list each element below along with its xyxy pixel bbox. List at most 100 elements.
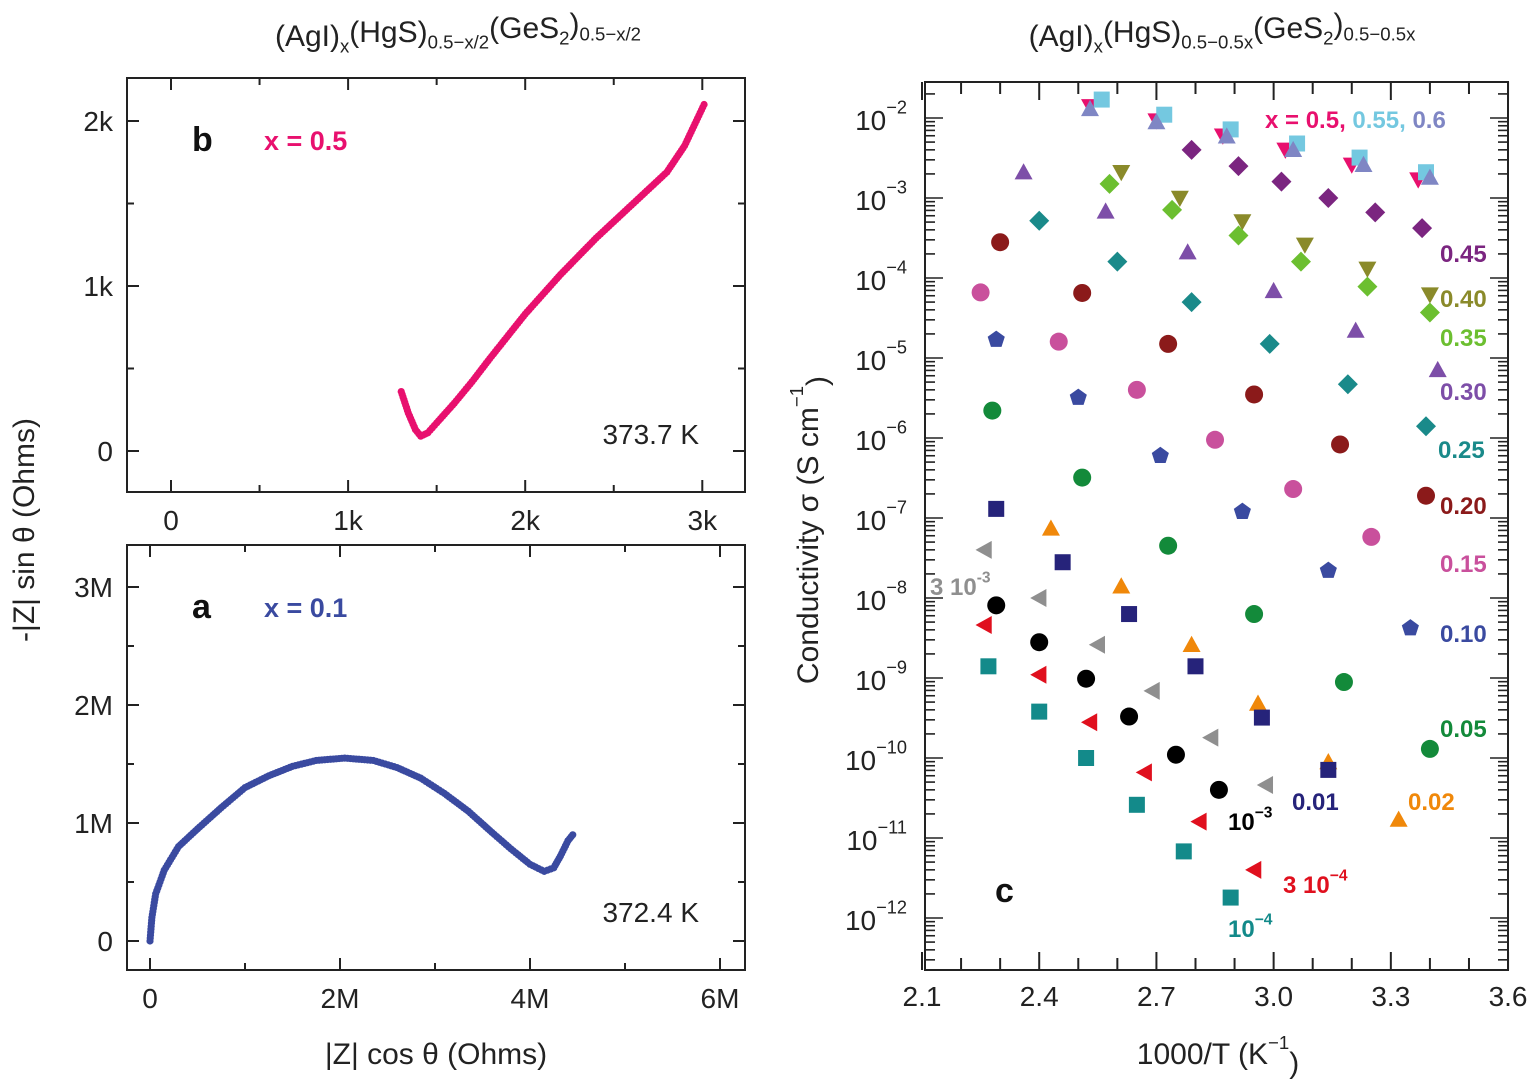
- panel-c-title-part: 2: [1323, 28, 1333, 49]
- data-point-triangle-left: [1190, 812, 1207, 831]
- y-tick-base: 10: [846, 825, 877, 856]
- x-tick-label: 0: [142, 983, 158, 1014]
- series-14: [975, 540, 1274, 794]
- plot-frame: [924, 81, 1509, 971]
- x-tick-label: 3.3: [1371, 981, 1410, 1012]
- y-tick-exponent: −3: [886, 178, 907, 198]
- y-tick-label: 10−8: [855, 578, 907, 616]
- panel-c-title-part: (HgS): [1103, 16, 1181, 49]
- y-axis-label: -|Z| sin θ (Ohms): [8, 418, 41, 642]
- y-tick-label: 10−12: [845, 898, 907, 936]
- series-12: [1041, 519, 1408, 827]
- data-point-circle: [1030, 633, 1049, 652]
- data-point-triangle-left: [975, 615, 992, 634]
- series-label: 10−4: [1228, 912, 1273, 943]
- data-point-triangle-left: [1030, 589, 1047, 607]
- series-label-text: 10: [1228, 809, 1255, 836]
- data-point-diamond: [1416, 416, 1437, 437]
- data-point-circle: [1209, 780, 1228, 799]
- x-axis-label-part: −1: [1268, 1032, 1289, 1053]
- data-point-circle: [1331, 435, 1350, 454]
- data-point-diamond: [1412, 218, 1433, 239]
- data-point-diamond: [1365, 202, 1386, 223]
- x-tick-label: 2.7: [1137, 981, 1176, 1012]
- series-label-text: 0.01: [1292, 789, 1339, 816]
- data-point-square: [1175, 843, 1192, 860]
- data-point-triangle-down: [1358, 261, 1377, 278]
- series-2: [1081, 99, 1439, 185]
- data-point-triangle-up: [1081, 99, 1100, 117]
- series-label-text: 0.30: [1440, 379, 1487, 406]
- data-point-triangle-up: [1354, 155, 1373, 173]
- data-point-triangle-up: [1178, 243, 1197, 260]
- impedance-point: [569, 831, 577, 839]
- y-tick-label: 10−3: [855, 178, 907, 216]
- composition-annotation: x = 0.1: [264, 593, 347, 623]
- y-axis-label-part: −1: [786, 386, 807, 407]
- series-7: [1029, 210, 1437, 437]
- panel-b-title-part: 2: [559, 28, 569, 49]
- series-label-exponent: -3: [977, 570, 991, 587]
- series-label: 0.55,: [1346, 107, 1406, 134]
- series-label: 3 10-3: [930, 570, 991, 601]
- series-label: 0.01: [1292, 789, 1339, 816]
- x-tick-label: 2M: [321, 983, 360, 1014]
- series-9: [971, 283, 1381, 546]
- y-tick-exponent: −8: [886, 578, 907, 598]
- series-label-text: 0.20: [1440, 493, 1487, 520]
- data-point-diamond: [1337, 374, 1358, 395]
- y-tick-exponent: −7: [886, 498, 907, 518]
- data-point-square: [1054, 554, 1071, 571]
- data-point-square: [1320, 761, 1337, 778]
- series-13: [988, 500, 1337, 778]
- x-tick-label: 0: [163, 505, 179, 536]
- series-label-exponent: −4: [1255, 912, 1273, 929]
- series-6: [1014, 163, 1447, 378]
- data-point-triangle-up: [1264, 281, 1283, 299]
- series-label: 0.02: [1408, 789, 1455, 816]
- x-tick-label: 2.4: [1020, 981, 1059, 1012]
- series-label-text: 0.35: [1440, 325, 1487, 352]
- panel-c-title-part: 0.5−0.5x: [1181, 32, 1254, 53]
- data-point-triangle-up: [1346, 321, 1365, 338]
- series-1: [1093, 91, 1435, 181]
- data-point-circle: [1159, 536, 1178, 555]
- data-point-triangle-down: [1420, 287, 1439, 304]
- series-11: [983, 401, 1439, 758]
- series-8: [991, 233, 1436, 505]
- data-point-triangle-left: [1256, 775, 1274, 794]
- data-point-triangle-up: [1389, 810, 1408, 827]
- y-axis-label: Conductivity σ (S cm−1): [786, 376, 834, 684]
- panel-label: c: [995, 872, 1014, 910]
- y-tick-base: 10: [855, 425, 886, 456]
- x-axis-label-part: 1000/T (K: [1137, 1038, 1268, 1071]
- panel-label: a: [192, 588, 212, 626]
- series-label-text: 10: [1228, 916, 1255, 943]
- y-tick-label: 2M: [74, 690, 113, 721]
- x-tick-label: 6M: [701, 983, 740, 1014]
- series-15: [987, 596, 1228, 799]
- y-tick-label: 1k: [83, 271, 114, 302]
- data-point-triangle-left: [1245, 860, 1262, 879]
- y-tick-label: 10−7: [855, 498, 907, 536]
- series-label: 0.20: [1440, 493, 1487, 520]
- data-point-circle: [1127, 380, 1146, 399]
- x-tick-label: 1k: [333, 505, 364, 536]
- data-point-diamond: [1357, 276, 1378, 297]
- panel-c-title-part: (AgI): [1029, 20, 1094, 53]
- data-point-triangle-up: [1217, 127, 1236, 144]
- data-point-pentagon: [1233, 502, 1251, 519]
- data-point-diamond: [1228, 156, 1249, 177]
- data-point-circle: [1334, 673, 1353, 692]
- data-point-triangle-up: [1420, 168, 1439, 185]
- data-point-diamond: [1259, 333, 1280, 354]
- series-label-text: 0.10: [1440, 621, 1487, 648]
- data-point-triangle-up: [1249, 694, 1268, 711]
- y-tick-base: 10: [855, 585, 886, 616]
- y-tick-base: 10: [855, 265, 886, 296]
- data-point-circle: [983, 401, 1002, 420]
- data-point-square: [980, 658, 997, 675]
- data-point-diamond: [1162, 199, 1183, 220]
- data-point-triangle-up: [1147, 113, 1166, 130]
